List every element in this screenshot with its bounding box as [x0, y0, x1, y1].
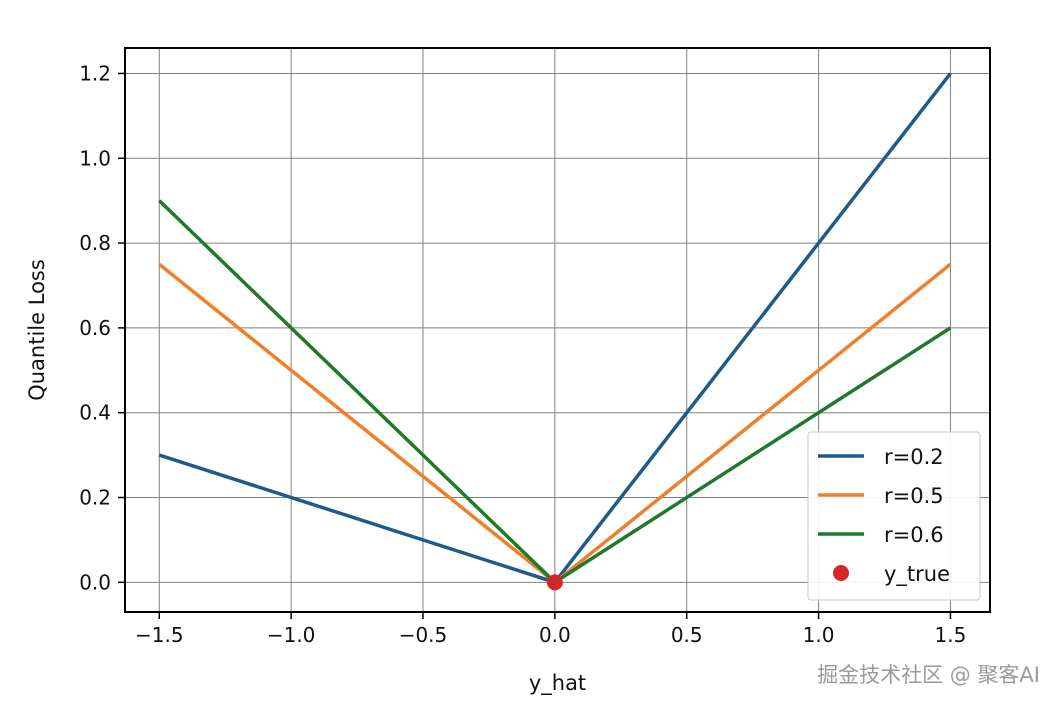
grid: [125, 48, 990, 612]
y-tick-label: 0.6: [79, 316, 111, 340]
y-tick-label: 0.2: [79, 486, 111, 510]
ticks: [118, 72, 952, 619]
tick-labels: −1.5 −1.0 −0.5 0.0 0.5 1.0 1.5 0.0 0.2 0.4 0.6 0.8 1…: [79, 61, 966, 647]
y-tick-label: 1.2: [79, 61, 111, 85]
x-tick-label: 1.5: [935, 623, 967, 647]
y-tick-label: 0.4: [79, 401, 111, 425]
y-tick-label: 1.0: [79, 146, 111, 170]
points-layer: [546, 574, 563, 591]
x-tick-label: 1.0: [803, 623, 835, 647]
legend-label-r=0.2: r=0.2: [884, 445, 944, 469]
watermark: 掘金技术社区 @ 聚客AI: [817, 663, 1040, 687]
point-y_true: [546, 574, 563, 591]
legend-box: [807, 431, 981, 601]
plot-frame: [124, 47, 991, 613]
x-tick-label: −1.0: [267, 623, 316, 647]
legend-label-y_true: y_true: [884, 562, 950, 587]
x-tick-label: 0.0: [539, 623, 571, 647]
y-tick-label: 0.8: [79, 231, 111, 255]
x-tick-label: 0.5: [671, 623, 703, 647]
legend-swatch-y_true: [833, 565, 849, 581]
legend-label-r=0.5: r=0.5: [884, 484, 944, 508]
x-axis-label: y_hat: [529, 671, 586, 696]
x-tick-label: −0.5: [399, 623, 448, 647]
y-axis-label: Quantile Loss: [25, 259, 49, 401]
y-tick-label: 0.0: [79, 570, 111, 594]
legend-label-r=0.6: r=0.6: [884, 523, 944, 547]
legend: r=0.2 r=0.5 r=0.6 y_true: [807, 431, 981, 601]
x-tick-label: −1.5: [135, 623, 184, 647]
